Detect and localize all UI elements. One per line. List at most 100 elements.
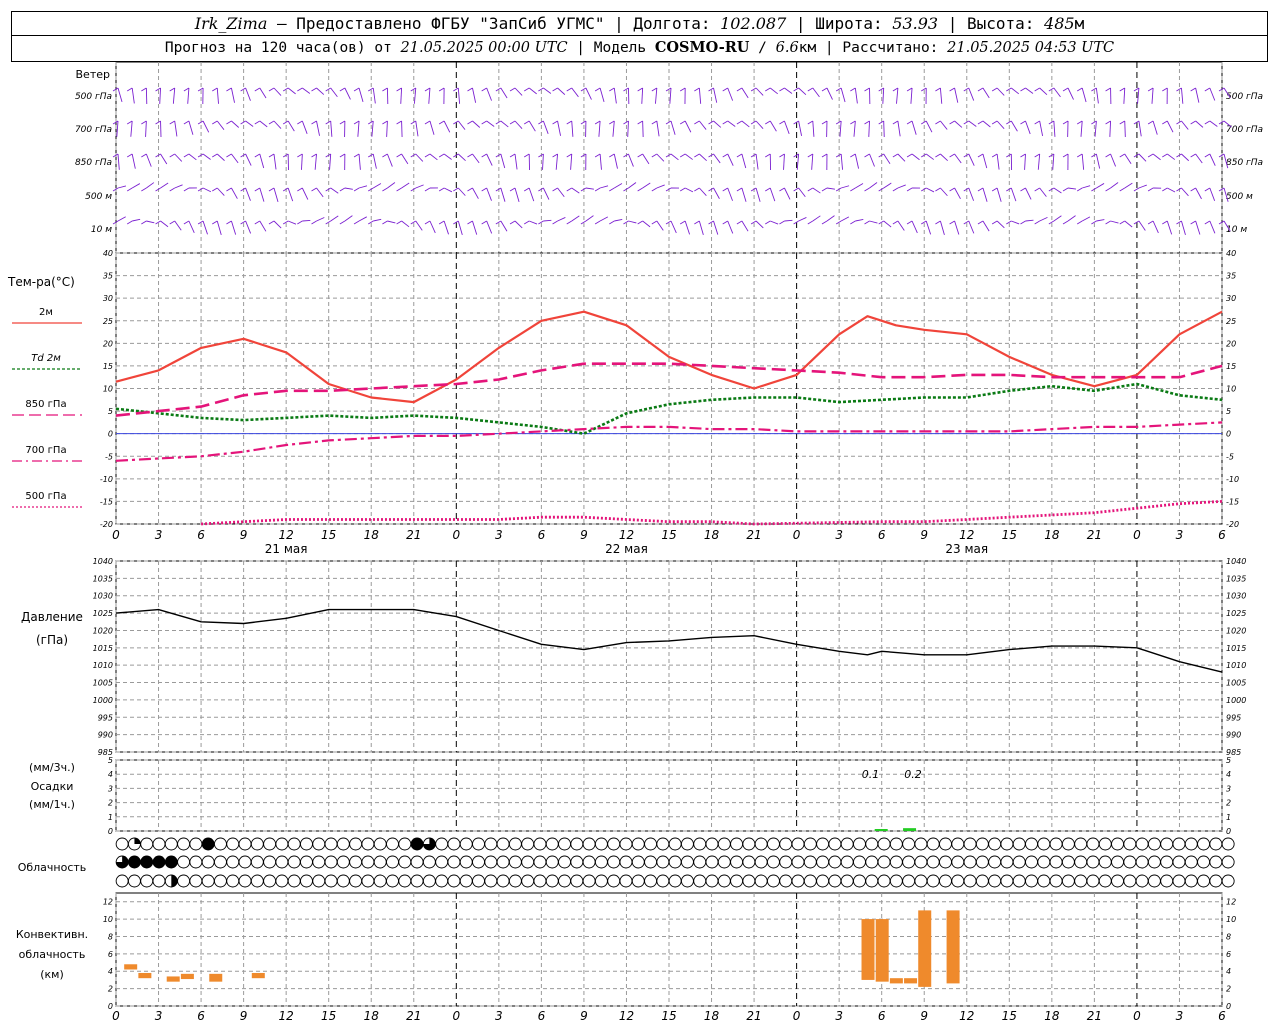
wind-barb-feather [1048,87,1055,92]
wind-barb-feather [240,220,246,225]
wind-barb [684,220,691,235]
cloud-symbol [1147,855,1161,869]
precip-label: 0.1 [862,768,880,781]
wind-barb [259,153,265,169]
wind-barb-feather [495,153,502,158]
cloud-symbol [816,837,830,851]
wind-barb-feather [708,187,714,192]
cloud-symbol [1098,874,1112,888]
wind-barb [784,219,793,222]
wind-barb-feather [254,87,261,92]
wind-barb [372,153,377,169]
cloud-symbol [926,874,940,888]
wind-barb-feather [438,87,445,92]
wind-barb [698,220,704,235]
wind-barb [245,87,251,101]
wind-barb-feather [708,120,714,125]
wind-barb [911,153,920,161]
wind-barb [614,183,623,189]
wind-barb-feather [1147,187,1154,192]
cloud-symbol [631,837,645,851]
wind-barb-feather [623,187,629,192]
wind-barb-feather [892,153,899,158]
wind-barb [826,215,835,222]
wind-level-label-right: 10 м [1226,225,1247,235]
wind-barb-feather [1048,220,1055,225]
wind-level-label-right: 850 гПа [1226,158,1263,168]
cloud-symbol [238,855,252,869]
cloud-symbol [767,855,780,869]
wind-barb-feather [410,187,417,192]
wind-barb-feather [1133,187,1140,192]
wind-barb-feather [935,153,941,158]
cloud-symbol [1209,874,1223,888]
wind-barb-feather [1062,120,1069,125]
wind-barb-feather [382,120,388,125]
temp-panel-ytick-left: -20 [100,520,113,529]
wind-barb [713,187,720,199]
temp-title: Тем-ра(°C) [7,275,75,289]
conv-cloud-bar [861,919,875,980]
pressure-panel-ytick-right: 985 [1226,748,1241,757]
temp-series-line [201,500,1223,526]
wind-barb [1096,219,1105,222]
conv-cloud-bar [875,919,889,982]
cloud-symbol [1000,855,1014,869]
temp-panel-ytick-left: 5 [108,407,113,416]
cloud-symbol [1086,874,1100,888]
wind-barb [302,219,311,222]
wind-barb [741,187,747,202]
cloud-symbol [644,837,658,851]
wind-barb-feather [835,120,842,125]
wind-barb-feather [254,220,261,225]
wind-barb-feather [935,187,941,192]
wind-barb-feather [197,120,204,125]
wind-barb-feather [367,153,374,158]
temp-panel-ytick-right: 0 [1226,430,1231,439]
wind-barb-feather [410,120,417,125]
wind-barb [882,87,885,104]
wind-barb [557,217,566,222]
cloud-fill [165,856,178,868]
cloud-symbol [742,837,756,851]
cloud-symbol [1012,855,1026,869]
cloud-symbol [496,874,510,888]
cloud-symbol [533,855,547,869]
wind-barb-feather [282,120,289,125]
temp-series-line [115,421,1223,462]
wind-barb [954,187,961,200]
cloud-symbol [1221,874,1235,888]
temp-series-line [115,382,1223,435]
conv-time-tick: 9 [580,1009,588,1023]
wind-barb [231,120,240,128]
wind-barb-feather [637,87,643,92]
conv-time-tick: 15 [321,1009,336,1023]
wind-barb [628,182,637,189]
precip-title-c: (мм/1ч.) [29,798,75,811]
cloud-symbol [1049,874,1063,888]
cloud-symbol [201,874,215,888]
wind-barb-feather [197,220,204,225]
wind-barb-feather [226,187,232,192]
wind-barb [940,153,948,162]
wind-barb [1039,87,1048,96]
wind-barb-feather [481,220,487,225]
computed-label: | Рассчитано: [816,40,948,56]
wind-barb-feather [1076,220,1083,225]
wind-barb-feather [594,153,601,158]
cloud-symbol [1123,874,1137,888]
wind-barb [669,87,672,104]
cloud-symbol [1184,837,1198,851]
wind-barb [146,220,155,224]
wind-barb [727,220,734,234]
wind-level-label-right: 500 гПа [1226,92,1263,102]
wind-barb-feather [396,120,402,125]
wind-barb [1110,220,1119,224]
wind-barb-feather [722,187,728,192]
wind-barb-feather [538,87,544,92]
cloud-symbol [521,837,535,851]
wind-barb-feather [523,187,530,192]
wind-barb-feather [821,220,828,225]
wind-barb-feather [609,187,615,192]
wind-barb-feather [835,153,842,158]
